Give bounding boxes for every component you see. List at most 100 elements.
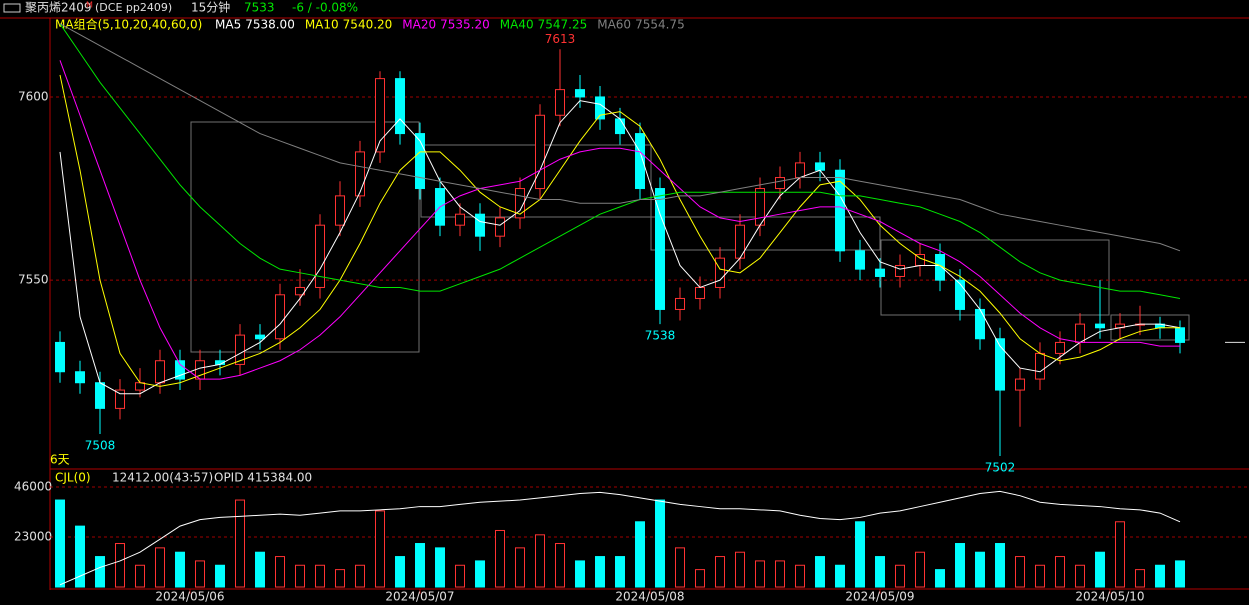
- volume-bar: [355, 564, 365, 588]
- candle-body: [55, 341, 65, 373]
- candle-body: [355, 151, 365, 197]
- candle-body: [1035, 352, 1045, 380]
- volume-bar: [1155, 564, 1165, 588]
- volume-bar: [675, 547, 685, 588]
- range-box: [880, 239, 1110, 316]
- volume-bar: [715, 556, 725, 588]
- volume-bar: [915, 551, 925, 588]
- range-box: [190, 121, 420, 353]
- volume-bar: [755, 560, 765, 588]
- ma-legend-name: MA40: [500, 18, 534, 32]
- volume-bar: [435, 547, 445, 588]
- x-tick-label: 2024/05/07: [385, 590, 454, 604]
- candle-body: [135, 382, 145, 391]
- symbol-code: (DCE pp2409): [95, 1, 172, 14]
- volume-bar: [115, 543, 125, 588]
- range-box: [1110, 314, 1190, 341]
- volume-value: 12412.00(43:57): [112, 471, 213, 485]
- volume-bar: [815, 556, 825, 588]
- candle-body: [975, 308, 985, 340]
- volume-bar: [135, 564, 145, 588]
- volume-bar: [275, 556, 285, 588]
- candle-body: [515, 188, 525, 219]
- candle-body: [855, 250, 865, 270]
- volume-bar: [395, 556, 405, 588]
- volume-bar: [495, 529, 505, 588]
- volume-bar: [375, 510, 385, 588]
- volume-bar: [555, 543, 565, 588]
- volume-bar: [735, 551, 745, 588]
- menu-icon[interactable]: [3, 3, 21, 13]
- candle-body: [415, 133, 425, 190]
- volume-bar: [235, 499, 245, 588]
- volume-bar: [155, 547, 165, 588]
- candle-body: [95, 382, 105, 409]
- volume-bar: [1135, 569, 1145, 588]
- candle-body: [695, 286, 705, 299]
- x-tick-label: 2024/05/06: [155, 590, 224, 604]
- ma-title[interactable]: MA组合(5,10,20,40,60,0): [55, 17, 202, 32]
- candle-body: [635, 133, 645, 190]
- candle-body: [795, 162, 805, 179]
- candle-body: [615, 118, 625, 135]
- candle-body: [1095, 323, 1105, 329]
- volume-bar: [1015, 556, 1025, 588]
- volume-bar: [835, 564, 845, 588]
- ma-line: [59, 100, 1181, 395]
- symbol-name: 聚丙烯2409: [25, 1, 92, 15]
- candle-body: [175, 360, 185, 380]
- candle-body: [955, 279, 965, 310]
- period[interactable]: 15分钟: [191, 0, 230, 15]
- candle-body: [675, 297, 685, 310]
- candle-body: [275, 294, 285, 340]
- volume-tick-label: 23000: [14, 530, 52, 544]
- volume-bar: [775, 560, 785, 588]
- opid-value: OPID 415384.00: [214, 471, 312, 485]
- y-tick-label: 7550: [18, 273, 49, 287]
- volume-bar: [1035, 564, 1045, 588]
- volume-bar: [455, 564, 465, 588]
- volume-bar: [1175, 560, 1185, 588]
- candle-body: [75, 371, 85, 384]
- candle-body: [535, 114, 545, 190]
- candle-body: [875, 268, 885, 277]
- ma-legend-value: 7540.20: [343, 18, 393, 32]
- low-annotation: 7502: [985, 461, 1016, 475]
- volume-bar: [335, 569, 345, 588]
- x-tick-label: 2024/05/10: [1075, 590, 1144, 604]
- volume-bar: [195, 560, 205, 588]
- candle-body: [835, 169, 845, 252]
- candle-body: [475, 213, 485, 237]
- volume-bar: [1075, 564, 1085, 588]
- span-label: 6天: [50, 453, 70, 467]
- ma-line: [59, 74, 1180, 387]
- candle-body: [335, 195, 345, 226]
- volume-tick-label: 46000: [14, 480, 52, 494]
- volume-bar: [575, 560, 585, 588]
- candle-body: [455, 213, 465, 226]
- low-annotation: 7508: [85, 439, 116, 453]
- ma-line: [59, 23, 1181, 299]
- volume-bar: [95, 556, 105, 588]
- ma-legend-name: MA10: [305, 18, 339, 32]
- volume-bar: [55, 499, 65, 588]
- ma-legend-value: 7538.00: [245, 18, 295, 32]
- volume-bar: [895, 564, 905, 588]
- low-annotation: 7538: [645, 329, 676, 343]
- x-tick-label: 2024/05/08: [615, 590, 684, 604]
- volume-bar: [255, 551, 265, 588]
- candle-body: [155, 360, 165, 384]
- x-tick-label: 2024/05/09: [845, 590, 914, 604]
- volume-title[interactable]: CJL(0): [55, 471, 91, 485]
- candle-body: [555, 89, 565, 116]
- volume-bar: [475, 560, 485, 588]
- candle-body: [315, 224, 325, 288]
- volume-bar: [635, 521, 645, 588]
- volume-bar: [1055, 556, 1065, 588]
- volume-bar: [295, 564, 305, 588]
- candle-body: [1015, 378, 1025, 391]
- volume-bar: [695, 569, 705, 588]
- volume-bar: [315, 564, 325, 588]
- volume-bar: [1095, 551, 1105, 588]
- volume-bar: [995, 543, 1005, 588]
